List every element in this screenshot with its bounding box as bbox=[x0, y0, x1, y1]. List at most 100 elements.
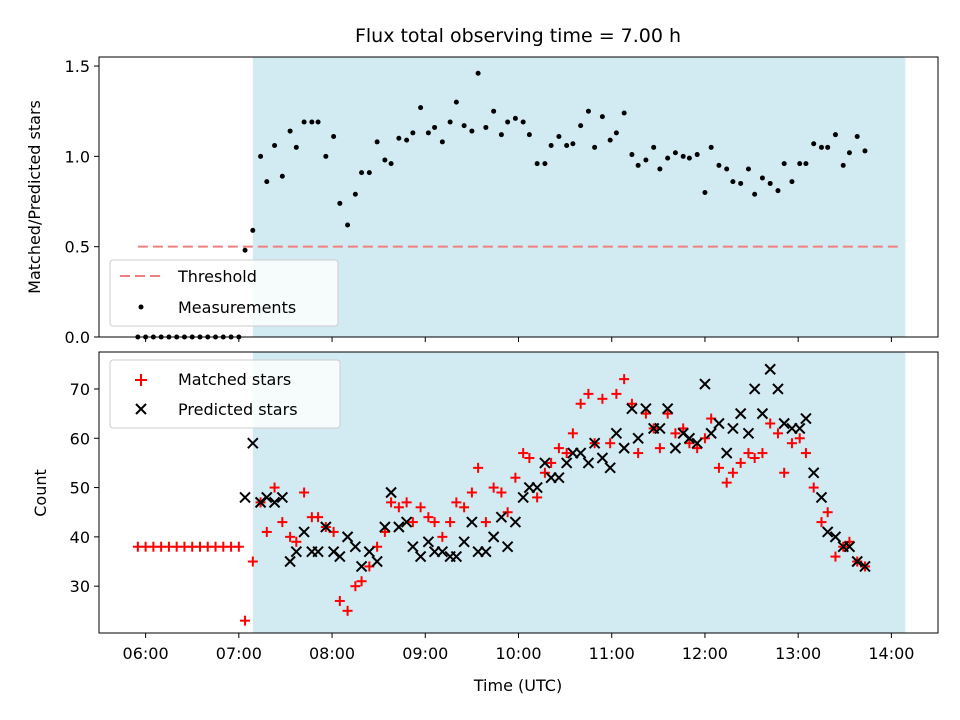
legend-measurements-label: Measurements bbox=[178, 298, 296, 317]
data-point bbox=[425, 130, 431, 136]
data-point bbox=[570, 141, 576, 147]
legend-measurements-swatch bbox=[138, 304, 144, 310]
data-point bbox=[556, 133, 562, 139]
data-point bbox=[279, 173, 285, 179]
data-point bbox=[276, 491, 289, 504]
data-point bbox=[466, 487, 477, 498]
data-point bbox=[605, 438, 616, 449]
data-point bbox=[382, 157, 388, 163]
data-point bbox=[815, 491, 828, 504]
data-point bbox=[385, 486, 397, 499]
y-tick-label: 60 bbox=[70, 429, 90, 448]
data-point bbox=[315, 119, 321, 125]
data-point bbox=[583, 388, 594, 399]
data-point bbox=[691, 437, 703, 449]
data-point bbox=[708, 144, 714, 150]
data-point bbox=[548, 143, 554, 149]
data-point bbox=[597, 393, 608, 404]
data-point bbox=[821, 526, 834, 538]
data-point bbox=[341, 531, 354, 543]
data-point bbox=[720, 447, 733, 459]
data-point bbox=[393, 521, 405, 533]
data-point bbox=[619, 374, 630, 385]
data-point bbox=[633, 448, 644, 459]
data-point bbox=[657, 166, 663, 172]
data-point bbox=[309, 119, 315, 125]
observing-window-band bbox=[252, 352, 906, 633]
data-point bbox=[640, 408, 651, 419]
data-point bbox=[371, 555, 383, 568]
data-point bbox=[800, 412, 812, 425]
data-point bbox=[607, 137, 613, 143]
data-point bbox=[752, 191, 758, 197]
data-point bbox=[811, 141, 817, 147]
data-point bbox=[404, 137, 410, 143]
data-point bbox=[320, 521, 332, 533]
legend-threshold-label: Threshold bbox=[177, 267, 257, 286]
data-point bbox=[724, 166, 730, 172]
data-point bbox=[475, 70, 481, 76]
data-point bbox=[483, 124, 489, 130]
data-point bbox=[349, 541, 362, 553]
data-point bbox=[789, 179, 795, 185]
data-point bbox=[640, 402, 652, 415]
observing-window-band bbox=[252, 57, 906, 337]
data-point bbox=[670, 428, 681, 439]
data-point bbox=[480, 517, 491, 528]
data-point bbox=[379, 526, 390, 537]
data-point bbox=[502, 507, 513, 518]
data-point bbox=[651, 144, 657, 150]
data-point bbox=[781, 161, 787, 167]
data-point bbox=[626, 398, 637, 409]
x-tick-label: 12:00 bbox=[682, 644, 728, 663]
legend-matched-label: Matched stars bbox=[178, 370, 291, 389]
data-point bbox=[611, 388, 622, 399]
data-point bbox=[498, 132, 504, 138]
data-point bbox=[334, 595, 345, 606]
data-point bbox=[432, 124, 438, 130]
data-point bbox=[686, 155, 692, 161]
data-point bbox=[298, 526, 310, 538]
data-point bbox=[363, 545, 376, 558]
data-point bbox=[694, 152, 700, 158]
legend-predicted-swatch bbox=[135, 403, 147, 415]
data-point bbox=[661, 402, 674, 415]
data-point bbox=[613, 130, 619, 136]
data-point bbox=[459, 502, 470, 513]
data-point bbox=[772, 428, 783, 439]
data-point bbox=[539, 457, 551, 469]
data-point bbox=[546, 457, 557, 468]
y-tick-label: 0.0 bbox=[65, 328, 90, 347]
data-point bbox=[832, 132, 838, 138]
data-point bbox=[618, 442, 630, 454]
data-point bbox=[765, 418, 776, 429]
data-point bbox=[250, 227, 256, 233]
data-point bbox=[830, 551, 841, 562]
data-point bbox=[379, 521, 391, 533]
data-point bbox=[240, 615, 251, 626]
data-point bbox=[414, 550, 427, 563]
data-point bbox=[816, 517, 827, 528]
x-tick-label: 11:00 bbox=[589, 644, 635, 663]
data-point bbox=[678, 423, 689, 434]
data-point bbox=[284, 555, 296, 568]
data-point bbox=[422, 536, 435, 548]
data-point bbox=[388, 161, 394, 167]
data-point bbox=[862, 148, 868, 154]
data-point bbox=[415, 502, 426, 513]
y-tick-label: 40 bbox=[70, 528, 90, 547]
data-point bbox=[261, 526, 272, 537]
data-point bbox=[429, 517, 440, 528]
data-point bbox=[451, 497, 462, 508]
data-point bbox=[786, 438, 797, 449]
data-point bbox=[730, 179, 736, 185]
data-point bbox=[359, 170, 365, 176]
data-point bbox=[293, 144, 299, 150]
count-panel: 30 40 50 60 70 06:00 07:00 08:00 09:00 10:00 11:0… bbox=[31, 351, 939, 695]
data-point bbox=[312, 545, 324, 558]
data-point bbox=[727, 467, 738, 478]
data-point bbox=[487, 531, 500, 543]
data-point bbox=[258, 153, 264, 159]
data-point bbox=[407, 517, 418, 528]
